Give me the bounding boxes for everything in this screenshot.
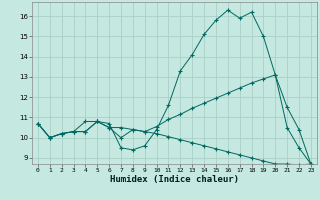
X-axis label: Humidex (Indice chaleur): Humidex (Indice chaleur) <box>110 175 239 184</box>
